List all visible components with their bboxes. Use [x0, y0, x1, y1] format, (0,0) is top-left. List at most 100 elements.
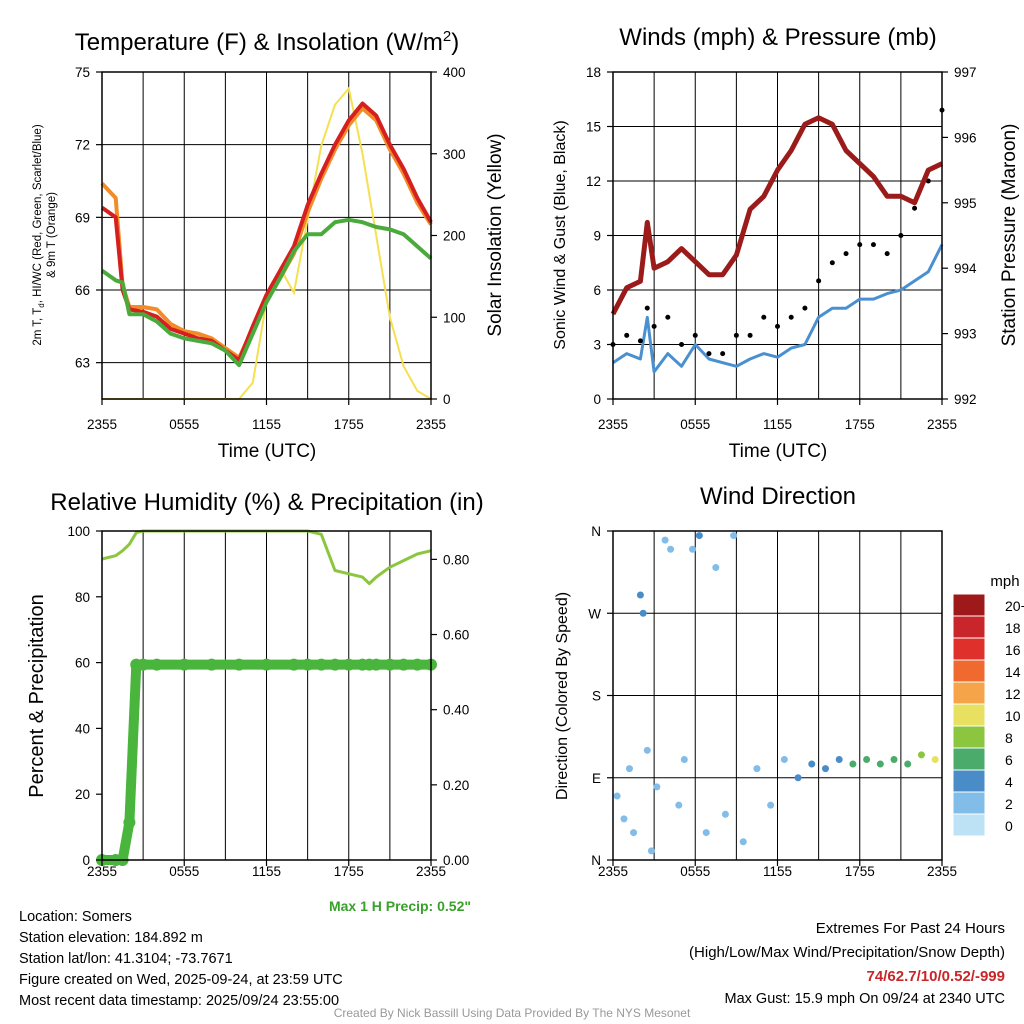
x-tick-label: 2355 [598, 864, 628, 879]
x-tick-label: 2355 [87, 864, 117, 879]
direction-point [876, 760, 884, 768]
y2-tick-label: 0.40 [443, 703, 469, 718]
direction-point [695, 532, 703, 540]
gust-point [925, 178, 931, 184]
direction-point [689, 545, 697, 553]
direction-point [636, 591, 644, 599]
y-tick-label: 0 [82, 853, 90, 868]
max-gust: Max Gust: 15.9 mph On 09/24 at 2340 UTC [724, 991, 1005, 1007]
winds-title: Winds (mph) & Pressure (mb) [619, 24, 936, 51]
direction-point [661, 536, 669, 544]
figure-created: Figure created on Wed, 2025-09-24, at 23… [19, 972, 343, 988]
x-tick-label: 2355 [87, 417, 117, 432]
y2-tick-label: 300 [443, 147, 466, 162]
station-latlon: Station lat/lon: 41.3104; -73.7671 [19, 951, 233, 967]
gust-point [720, 351, 726, 357]
y-tick-label: N [591, 853, 601, 868]
gust-point [912, 205, 918, 211]
x-tick-label: 2355 [927, 864, 957, 879]
y-tick-label: 63 [75, 356, 90, 371]
extremes-subheading: (High/Low/Max Wind/Precipitation/Snow De… [689, 944, 1005, 961]
direction-point [613, 792, 621, 800]
x-tick-label: 0555 [680, 417, 710, 432]
y2-tick-label: 400 [443, 65, 466, 80]
gust-point [816, 278, 822, 284]
y2-tick-label: 995 [954, 196, 977, 211]
legend-swatch [952, 747, 986, 771]
gust-point [651, 323, 657, 329]
y-tick-label: 75 [75, 65, 90, 80]
y2-tick-label: 0.00 [443, 853, 469, 868]
legend-label: 18 [1005, 620, 1021, 636]
gust-point [829, 260, 835, 266]
direction-point [730, 532, 738, 540]
temperature-x-label: Time (UTC) [218, 441, 317, 462]
x-tick-label: 1155 [763, 417, 792, 432]
max-precip-label: Max 1 H Precip: 0.52" [329, 898, 471, 914]
direction-point [849, 760, 857, 768]
y2-tick-label: 100 [443, 310, 466, 325]
gust-point [644, 305, 650, 311]
legend-swatch [952, 791, 986, 815]
y-tick-label: 6 [593, 283, 601, 298]
winds-panel: Winds (mph) & Pressure (mb) 2355 0555 1155… [552, 24, 1020, 462]
gust-point [747, 332, 753, 338]
x-tick-label: 1155 [252, 417, 281, 432]
legend-swatch [952, 659, 986, 683]
winds-y-label: Sonic Wind & Gust (Blue, Black) [552, 120, 569, 349]
winds-ticks: 2355 0555 1155 1755 2355 0 3 6 9 12 15 18 992 993 994 9… [586, 65, 977, 432]
y2-tick-label: 200 [443, 229, 466, 244]
station-pressure-line [610, 115, 944, 316]
winds-series [610, 107, 945, 374]
extremes-values: 74/62.7/10/0.52/-999 [866, 968, 1005, 985]
two-m-temperature-line [100, 101, 433, 363]
humidity-title: Relative Humidity (%) & Precipitation (i… [50, 489, 483, 516]
gust-point [775, 323, 780, 329]
direction-point [647, 847, 655, 855]
direction-point [904, 760, 912, 768]
direction-y-label: Direction (Colored By Speed) [554, 592, 571, 800]
x-tick-label: 1755 [334, 864, 364, 879]
direction-point [767, 801, 775, 809]
y2-tick-label: 0.80 [443, 552, 469, 567]
y-tick-label: E [592, 771, 601, 786]
temperature-panel: Temperature (F) & Insolation (W/m2) 2355… [32, 28, 506, 462]
direction-point [863, 755, 871, 763]
sonic-wind-line [612, 243, 944, 374]
gust-point [898, 233, 904, 238]
y-tick-label: 3 [593, 338, 601, 353]
humidity-y-label: Percent & Precipitation [26, 594, 48, 797]
gust-point [692, 332, 698, 338]
legend-swatch [952, 725, 986, 749]
gust-point [843, 251, 849, 257]
legend-label: 12 [1005, 686, 1021, 702]
direction-point [917, 751, 925, 759]
y2-tick-label: 0 [443, 392, 451, 407]
x-tick-label: 1755 [334, 417, 364, 432]
dewpoint-line [100, 217, 433, 368]
winds-grid [613, 72, 942, 399]
gust-point [624, 332, 630, 338]
y-tick-label: 60 [75, 656, 90, 671]
station-info: Location: Somers Station elevation: 184.… [19, 907, 343, 1012]
gust-point [870, 242, 876, 248]
x-tick-label: 2355 [598, 417, 628, 432]
direction-point [643, 746, 651, 754]
direction-point [653, 783, 661, 791]
y-tick-label: 15 [586, 120, 601, 135]
y-tick-label: S [592, 689, 601, 704]
x-tick-label: 1755 [845, 417, 875, 432]
x-tick-label: 1755 [845, 864, 875, 879]
x-tick-label: 2355 [416, 417, 446, 432]
humidity-ticks: 2355 0555 1155 1755 23550204060801000.000.20… [67, 524, 469, 879]
y-tick-label: 0 [593, 392, 601, 407]
credit-line: Created By Nick Bassill Using Data Provi… [333, 1006, 691, 1020]
y-tick-label: 72 [75, 138, 90, 153]
direction-point [630, 829, 638, 837]
winds-y2-label: Station Pressure (Maroon) [999, 124, 1020, 347]
y-tick-label: 20 [75, 787, 90, 802]
gust-point [706, 351, 712, 357]
y-tick-label: 12 [586, 174, 601, 189]
